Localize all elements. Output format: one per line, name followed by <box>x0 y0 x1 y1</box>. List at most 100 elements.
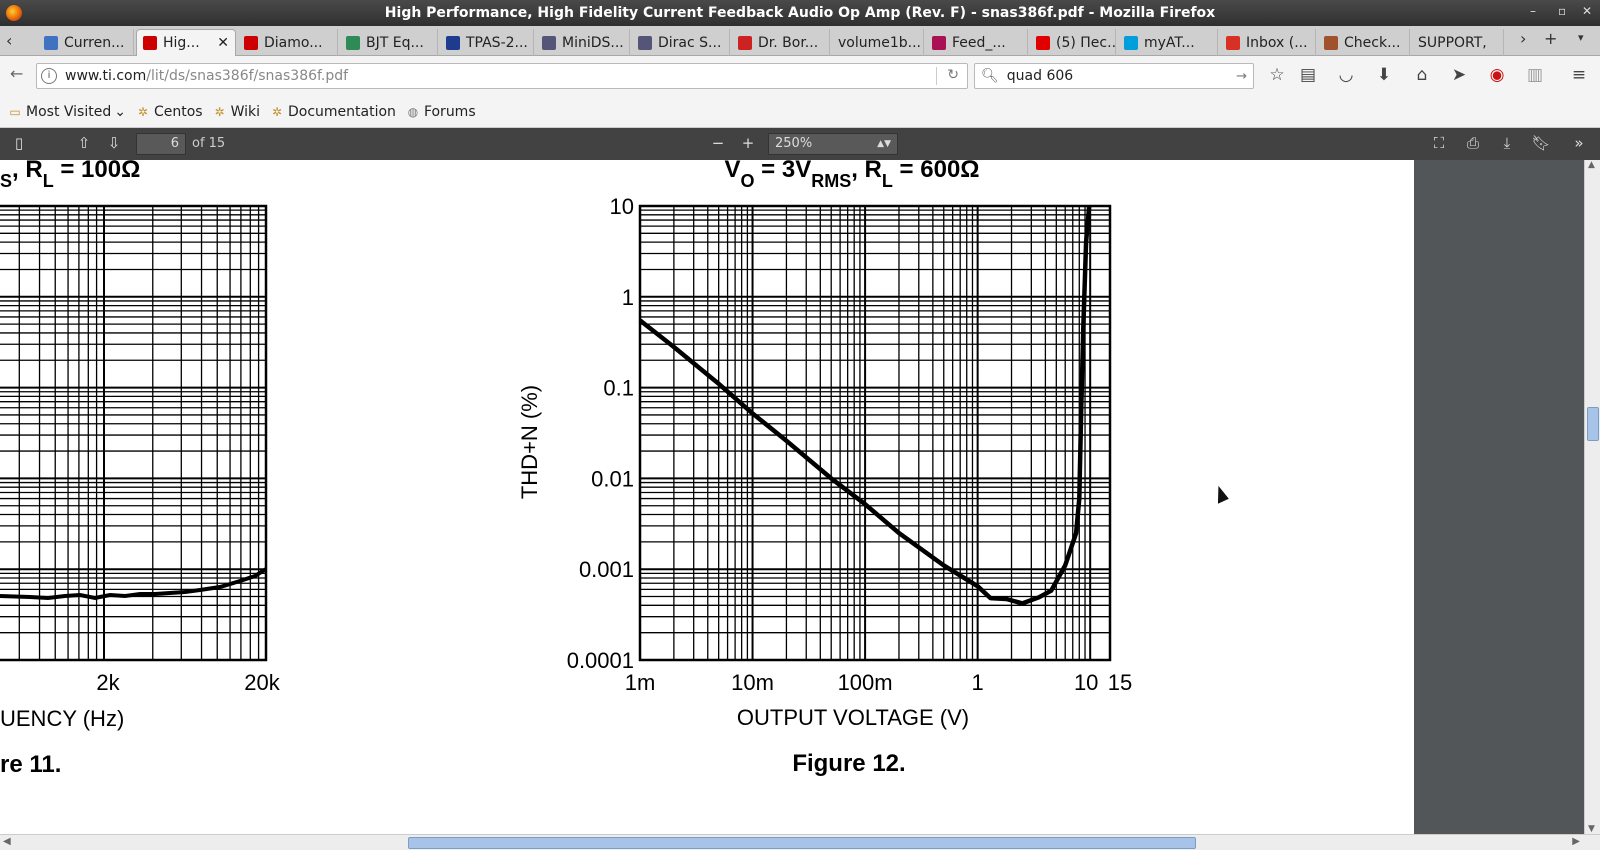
bookmark-page-icon[interactable]: 🔖︎ <box>1531 134 1551 152</box>
bookmark-most-visited[interactable]: ▭ Most Visited ⌄ <box>8 104 126 120</box>
tab-10[interactable]: Feed_... <box>926 29 1028 56</box>
bookmarks-toolbar: ▭ Most Visited ⌄ ✲ Centos ✲ Wiki ✲ Documentation… <box>0 96 1600 128</box>
tab-14[interactable]: Check... <box>1318 29 1410 56</box>
bookmark-star-icon[interactable]: ☆ <box>1269 65 1285 85</box>
horizontal-scroll-thumb[interactable] <box>408 837 1196 849</box>
tab-label: Dr. Bor... <box>758 34 819 51</box>
sidebar-toggle-icon[interactable]: ▥ <box>1526 65 1544 85</box>
send-icon[interactable]: ➤ <box>1451 65 1467 85</box>
search-icon: 🔍︎ <box>981 68 999 84</box>
tab-2[interactable]: Hig... ✕ <box>136 29 236 56</box>
scroll-right-icon[interactable]: ▶ <box>1572 836 1580 847</box>
search-go-icon[interactable]: → <box>1236 68 1247 84</box>
fig11-grid <box>0 204 268 662</box>
search-input[interactable]: 🔍︎ quad 606 → <box>974 63 1254 89</box>
vertical-scroll-thumb[interactable] <box>1587 407 1599 441</box>
tab-1[interactable]: Curren... <box>38 29 134 56</box>
vertical-scrollbar[interactable]: ▲ ▼ <box>1584 160 1600 834</box>
page-number-input[interactable]: 6 <box>136 133 186 155</box>
x-tick-label: 15 <box>1108 670 1132 695</box>
scroll-down-icon[interactable]: ▼ <box>1588 824 1595 834</box>
close-tab-icon[interactable]: ✕ <box>217 35 229 51</box>
maximize-icon[interactable]: ▫ <box>1558 4 1567 18</box>
site-info-icon[interactable]: i <box>41 68 57 84</box>
downloads-icon[interactable]: ⬇ <box>1376 65 1392 85</box>
presentation-mode-icon[interactable]: ⛶ <box>1433 134 1445 152</box>
url-path: /lit/ds/snas386f/snas386f.pdf <box>146 68 349 84</box>
back-icon[interactable]: ← <box>10 64 24 83</box>
tab-label: BJT Eq... <box>366 34 424 51</box>
fig11-title: S, RL = 100Ω <box>0 160 140 191</box>
window-title: High Performance, High Fidelity Current … <box>384 5 1216 21</box>
zoom-select[interactable]: 250% ▲▼ <box>768 133 898 155</box>
tab-4[interactable]: BJT Eq... <box>340 29 438 56</box>
close-window-icon[interactable]: ✕ <box>1582 4 1593 18</box>
firefox-logo-icon <box>6 5 22 21</box>
tab-scroll-left-icon[interactable]: ‹ <box>6 31 13 50</box>
tab-13[interactable]: Inbox (... <box>1220 29 1316 56</box>
tab-scroll-right-icon[interactable]: › <box>1520 29 1527 48</box>
save-icon[interactable]: ⤓ <box>1503 134 1511 152</box>
tab-label: Diamo... <box>264 34 323 51</box>
fig12-title: VO = 3VRMS, RL = 600Ω <box>724 160 979 191</box>
sidebar-toggle-icon[interactable]: ▯ <box>14 134 24 152</box>
centos-icon: ✲ <box>137 104 148 119</box>
page-figures: S, RL = 100Ω 2k 20k UENCY (Hz) re 11. VO… <box>0 160 1132 778</box>
tab-7[interactable]: Dirac S... <box>632 29 730 56</box>
pdf-viewer[interactable]: S, RL = 100Ω 2k 20k UENCY (Hz) re 11. VO… <box>0 160 1584 834</box>
url-host: www.ti.com <box>65 68 147 84</box>
ti-logo-icon <box>143 36 157 50</box>
tab-label: Inbox (... <box>1246 34 1308 51</box>
scroll-up-icon[interactable]: ▲ <box>1588 160 1595 170</box>
plot-frame <box>638 204 1112 662</box>
bookmark-documentation[interactable]: ✲ Documentation <box>270 104 396 120</box>
tab-label: Curren... <box>64 34 125 51</box>
tools-icon[interactable]: » <box>1574 134 1584 152</box>
previous-page-icon[interactable]: ⇧ <box>77 134 91 152</box>
fig12-ylabel: THD+N (%) <box>517 385 542 499</box>
y-tick-label: 0.0001 <box>567 648 634 673</box>
tab-5[interactable]: TPAS-2... <box>440 29 534 56</box>
new-tab-icon[interactable]: + <box>1544 29 1558 48</box>
tab-list-menu-icon[interactable]: ▾ <box>1578 31 1584 44</box>
horizontal-scrollbar[interactable]: ◀ ▶ <box>0 834 1600 850</box>
search-value: quad 606 <box>1006 68 1074 84</box>
tab-label: Feed_... <box>952 34 1006 51</box>
home-icon[interactable]: ⌂ <box>1416 65 1428 85</box>
pocket-icon[interactable]: ◡ <box>1338 65 1354 85</box>
ieee-icon <box>446 35 460 50</box>
tree-icon <box>346 35 360 50</box>
page-count: of 15 <box>192 136 226 151</box>
tab-6[interactable]: MiniDS... <box>536 29 630 56</box>
bookmark-wiki[interactable]: ✲ Wiki <box>213 104 260 120</box>
menu-icon[interactable]: ≡ <box>1571 65 1587 85</box>
tab-12[interactable]: myAT... <box>1118 29 1218 56</box>
extension-icon[interactable]: ◉ <box>1489 65 1505 85</box>
tab-strip: ‹ Curren... Hig... ✕ Diamo... BJT Eq... TPAS-… <box>0 26 1600 56</box>
url-bar[interactable]: i www.ti.com/lit/ds/snas386f/snas386f.pd… <box>36 63 968 89</box>
tab-label: TPAS-2... <box>466 34 528 51</box>
tab-11[interactable]: (5) Пес... <box>1030 29 1116 56</box>
x-tick-label: 10 <box>1074 670 1098 695</box>
bookmark-forums[interactable]: ◍ Forums <box>406 104 476 120</box>
y-tick-label: 0.001 <box>579 557 634 582</box>
zoom-out-icon[interactable]: − <box>711 134 725 152</box>
x-tick-label: 10m <box>731 670 774 695</box>
wiki-icon: ✲ <box>214 104 225 119</box>
minimize-icon[interactable]: – <box>1530 4 1536 18</box>
bookmark-centos[interactable]: ✲ Centos <box>136 104 203 120</box>
zoom-in-icon[interactable]: + <box>741 134 755 152</box>
scroll-left-icon[interactable]: ◀ <box>3 836 11 847</box>
next-page-icon[interactable]: ⇩ <box>107 134 121 152</box>
fig11-xtick-2k: 2k <box>96 670 120 695</box>
tab-15[interactable]: SUPPORT, <box>1412 29 1504 56</box>
url-separator <box>936 67 937 85</box>
tab-3[interactable]: Diamo... <box>238 29 338 56</box>
bookmark-label: Wiki <box>230 103 260 120</box>
tab-label: volume1b... <box>838 34 922 51</box>
reading-list-icon[interactable]: ▤ <box>1299 65 1317 85</box>
tab-8[interactable]: Dr. Bor... <box>732 29 830 56</box>
print-icon[interactable]: ⎙ <box>1466 134 1479 152</box>
tab-9[interactable]: volume1b... <box>832 29 924 56</box>
reload-icon[interactable]: ↻ <box>947 67 959 83</box>
